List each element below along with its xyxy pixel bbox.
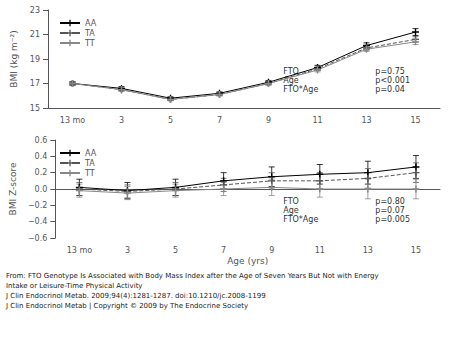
svg-text:9: 9: [269, 246, 274, 255]
svg-text:From: FTO Genotype Is Associat: From: FTO Genotype Is Associated with Bo…: [6, 272, 379, 280]
svg-text:TA: TA: [84, 159, 95, 168]
svg-text:J Clin Endocrinol Metab. 2009;: J Clin Endocrinol Metab. 2009;94(4):1281…: [5, 292, 266, 300]
svg-text:13 mo: 13 mo: [67, 246, 93, 255]
svg-text:0.6: 0.6: [35, 136, 48, 145]
svg-text:19: 19: [30, 55, 40, 64]
svg-text:0.0: 0.0: [35, 185, 48, 194]
svg-text:p=0.80: p=0.80: [375, 197, 405, 206]
svg-text:AA: AA: [85, 19, 97, 28]
svg-text:−0.6: −0.6: [28, 234, 47, 243]
svg-text:p<0.001: p<0.001: [375, 76, 410, 85]
svg-text:Age: Age: [283, 76, 299, 85]
svg-text:15: 15: [410, 116, 420, 125]
svg-text:J Clin Endocrinol Metab | Copy: J Clin Endocrinol Metab | Copyright © 20…: [5, 302, 248, 310]
svg-text:FTO*Age: FTO*Age: [283, 215, 318, 224]
svg-text:23: 23: [30, 6, 40, 15]
svg-text:11: 11: [315, 246, 325, 255]
svg-text:TT: TT: [84, 169, 95, 178]
svg-text:15: 15: [30, 104, 40, 113]
svg-text:p=0.04: p=0.04: [375, 85, 405, 94]
svg-text:p=0.75: p=0.75: [375, 67, 405, 76]
svg-text:0.2: 0.2: [35, 168, 48, 177]
svg-text:17: 17: [30, 79, 40, 88]
svg-text:−0.2: −0.2: [28, 201, 47, 210]
svg-text:AA: AA: [85, 149, 97, 158]
svg-text:p=0.07: p=0.07: [375, 206, 405, 215]
svg-text:FTO: FTO: [283, 197, 299, 206]
svg-text:BMI Z-score: BMI Z-score: [8, 162, 18, 215]
svg-text:Age (yrs): Age (yrs): [227, 256, 268, 266]
svg-text:9: 9: [266, 116, 271, 125]
svg-text:7: 7: [217, 116, 222, 125]
svg-text:3: 3: [125, 246, 130, 255]
svg-text:FTO: FTO: [283, 67, 299, 77]
svg-text:13 mo: 13 mo: [60, 116, 86, 125]
svg-text:Intake or Leisure-Time Physica: Intake or Leisure-Time Physical Activity: [6, 282, 143, 290]
svg-text:p=0.005: p=0.005: [375, 215, 410, 224]
svg-text:15: 15: [411, 246, 421, 255]
svg-text:0.4: 0.4: [35, 152, 48, 161]
svg-text:TT: TT: [84, 39, 95, 48]
svg-text:11: 11: [312, 116, 322, 125]
svg-text:3: 3: [119, 116, 124, 125]
svg-text:13: 13: [363, 246, 373, 255]
svg-text:5: 5: [173, 246, 178, 255]
svg-text:TA: TA: [84, 29, 95, 38]
svg-text:−0.4: −0.4: [28, 217, 47, 226]
svg-text:13: 13: [361, 116, 371, 125]
svg-text:BMI (kg m⁻²): BMI (kg m⁻²): [9, 30, 19, 87]
svg-text:21: 21: [30, 30, 40, 39]
svg-text:7: 7: [221, 246, 226, 255]
svg-text:FTO*Age: FTO*Age: [283, 85, 318, 94]
svg-text:Age: Age: [283, 206, 299, 215]
svg-text:5: 5: [168, 116, 173, 125]
